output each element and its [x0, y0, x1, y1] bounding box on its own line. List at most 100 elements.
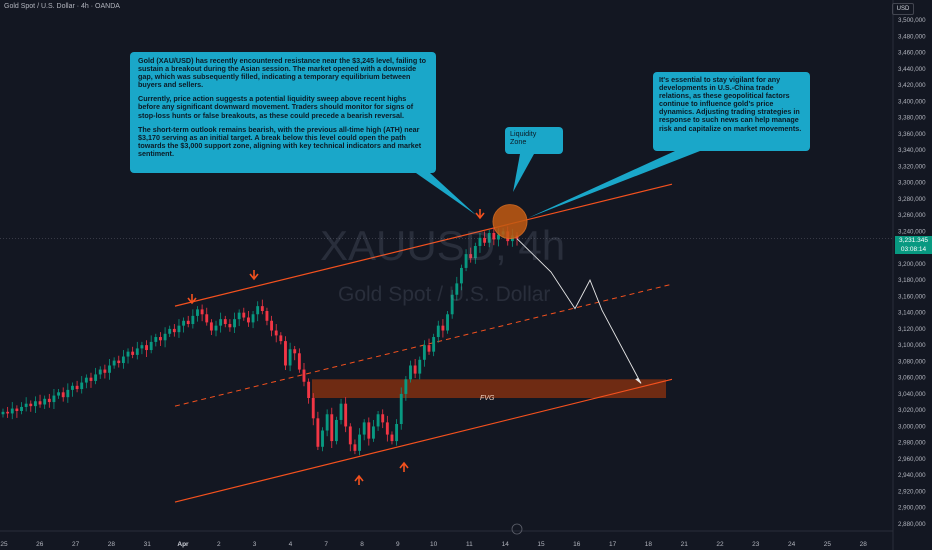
down-arrow-marker	[475, 209, 485, 220]
y-tick-label: 3,480,000	[898, 33, 926, 40]
candle-body	[372, 426, 375, 439]
candle-body	[284, 341, 287, 366]
y-tick-label: 2,920,000	[898, 488, 926, 495]
callout-paragraph-2: Currently, price action suggests a poten…	[138, 94, 414, 120]
candle-body	[246, 317, 250, 323]
candle-body	[325, 414, 329, 431]
candle-body	[233, 319, 236, 328]
candle-body	[219, 319, 223, 326]
y-tick-label: 2,960,000	[898, 456, 926, 463]
y-tick-label: 3,020,000	[898, 407, 926, 414]
candle-body	[409, 365, 412, 380]
y-tick-label: 3,240,000	[898, 228, 926, 235]
candle-body	[135, 348, 139, 355]
y-tick-label: 3,180,000	[898, 277, 926, 284]
candle-body	[196, 309, 199, 316]
candle-body	[274, 330, 278, 336]
last-price-tag: 3,231.345	[895, 236, 932, 245]
x-tick-label: 16	[573, 541, 581, 548]
candle-body	[29, 403, 33, 407]
candle-body	[436, 325, 440, 338]
candle-body	[316, 418, 320, 447]
candle-body	[376, 414, 380, 427]
candle-body	[348, 426, 352, 445]
candle-body	[478, 237, 482, 246]
candle-body	[52, 395, 56, 403]
candle-body	[20, 406, 23, 412]
candle-body	[265, 311, 269, 321]
down-arrow-marker	[187, 294, 197, 305]
channel-upper-line	[174, 183, 673, 307]
candle-body	[163, 333, 167, 341]
callout-paragraph-3: The short-term outlook remains bearish, …	[138, 124, 422, 158]
candle-body	[321, 430, 324, 447]
y-tick-label: 3,040,000	[898, 391, 926, 398]
candle-body	[483, 237, 487, 243]
candle-body	[381, 414, 385, 423]
x-tick-label: 2	[217, 541, 221, 548]
y-tick-label: 3,360,000	[898, 131, 926, 138]
candle-body	[358, 434, 361, 451]
candle-body	[385, 422, 389, 435]
chart-title: Gold Spot / U.S. Dollar · 4h · OANDA	[4, 3, 120, 10]
candle-body	[140, 345, 144, 349]
y-tick-label: 2,900,000	[898, 505, 926, 512]
candle-body	[422, 345, 426, 360]
candle-body	[214, 325, 218, 331]
currency-button[interactable]: USD	[892, 3, 914, 15]
y-tick-label: 3,320,000	[898, 163, 926, 170]
candle-body	[256, 306, 260, 315]
candle-body	[334, 419, 338, 442]
liquidity-callout-pointer	[513, 154, 534, 192]
x-tick-label: 25	[824, 541, 832, 548]
candle-body	[339, 403, 343, 420]
analysis-callout-pointer	[416, 173, 476, 215]
projected-path-arrowhead	[635, 377, 642, 384]
candle-body	[6, 411, 10, 414]
y-tick-label: 2,940,000	[898, 472, 926, 479]
candle-body	[121, 356, 125, 364]
candle-body	[432, 337, 436, 352]
x-tick-label: 10	[430, 541, 438, 548]
candle-body	[57, 392, 61, 396]
channel-lower-line	[174, 378, 673, 503]
x-tick-label: 26	[36, 541, 44, 548]
y-tick-label: 3,100,000	[898, 342, 926, 349]
candle-body	[159, 337, 162, 341]
y-tick-label: 3,000,000	[898, 423, 926, 430]
x-tick-label: 15	[537, 541, 545, 548]
x-tick-label: 11	[466, 541, 473, 548]
candle-body	[223, 319, 227, 325]
candle-body	[154, 337, 158, 342]
y-tick-label: 3,400,000	[898, 98, 926, 105]
candle-body	[441, 325, 445, 331]
candle-body	[186, 320, 190, 325]
y-tick-label: 3,120,000	[898, 326, 926, 333]
candle-body	[38, 401, 42, 405]
candle-body	[260, 306, 264, 312]
candle-body	[418, 359, 422, 374]
candle-body	[279, 335, 283, 342]
candle-body	[455, 283, 459, 295]
candle-body	[395, 424, 399, 442]
candle-body	[149, 341, 153, 351]
candle-body	[237, 312, 241, 320]
candle-body	[297, 353, 301, 370]
candle-body	[182, 320, 186, 326]
y-tick-label: 3,420,000	[898, 82, 926, 89]
candle-body	[168, 328, 172, 334]
candle-body	[293, 349, 297, 354]
candle-body	[362, 422, 366, 435]
candle-body	[172, 328, 176, 333]
y-tick-label: 3,080,000	[898, 358, 926, 365]
trade-callout-pointer	[528, 151, 700, 218]
x-tick-label: 27	[72, 541, 80, 548]
candle-body	[191, 315, 195, 325]
x-tick-label: 7	[324, 541, 328, 548]
x-tick-label: 18	[645, 541, 653, 548]
y-tick-label: 3,500,000	[898, 17, 926, 24]
candle-body	[15, 408, 19, 412]
candle-body	[302, 369, 306, 382]
